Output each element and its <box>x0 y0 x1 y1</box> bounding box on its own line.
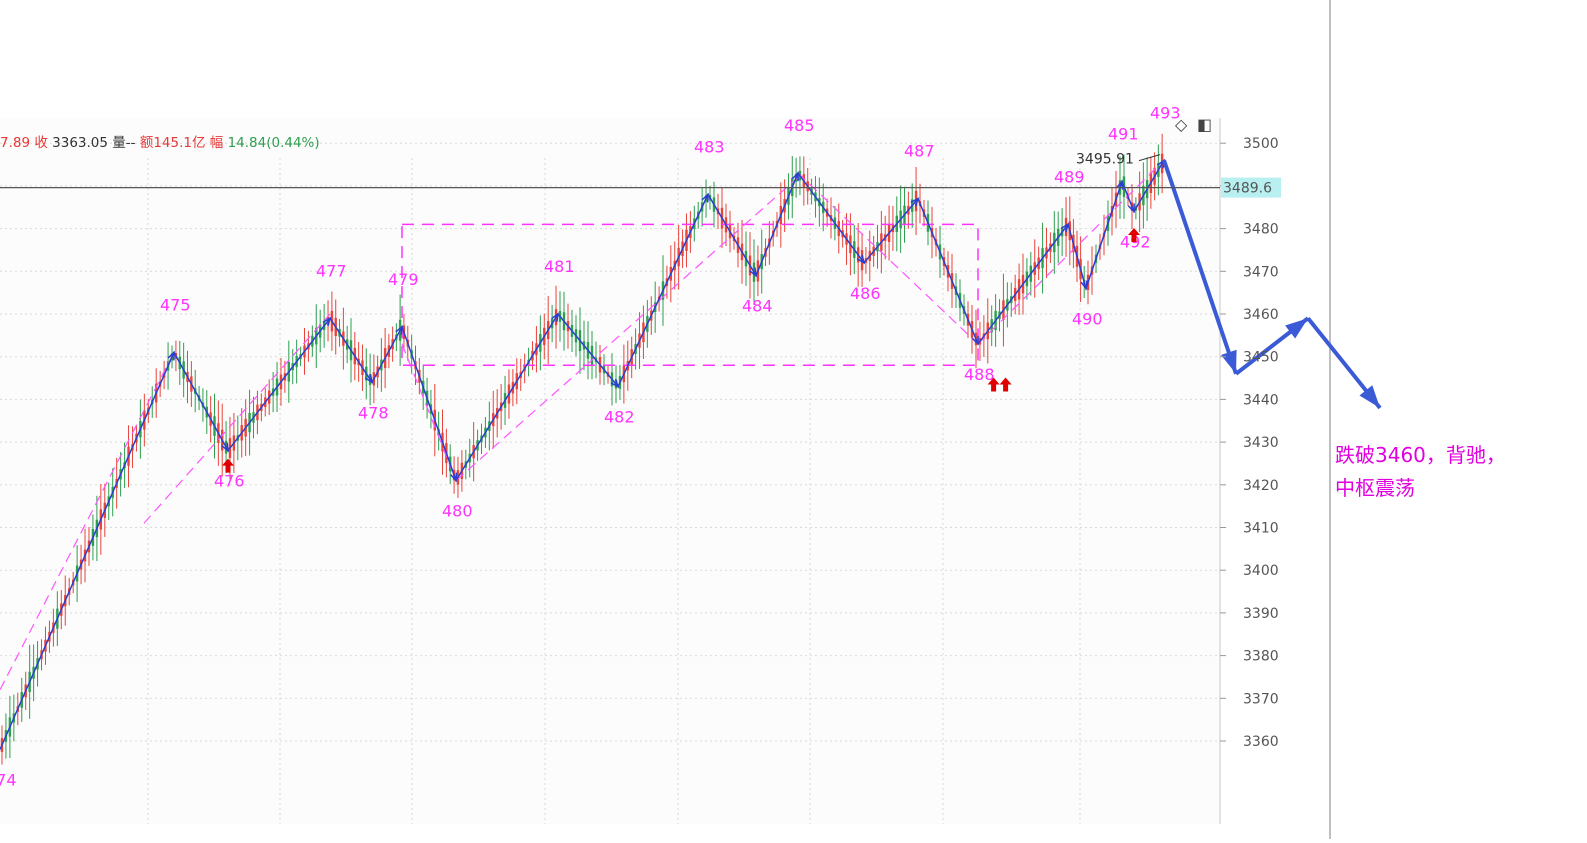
channel-line <box>797 172 979 345</box>
channel-line <box>401 343 457 481</box>
wave-label: 484 <box>742 297 773 316</box>
wave-arrowhead <box>1060 222 1070 233</box>
status-bar: 7.89 收 3363.05 量-- 额145.1亿 幅 14.84(0.44%… <box>0 135 320 151</box>
forecast-layer <box>1162 159 1382 410</box>
wave-label: 478 <box>358 403 389 422</box>
wave-arrowhead <box>364 374 374 384</box>
status-range-value: 14.84(0.44%) <box>228 135 320 151</box>
wave-label: 476 <box>214 472 245 491</box>
y-axis-area <box>1220 118 1282 824</box>
annotation-line-1: 跌破3460，背驰， <box>1335 443 1506 467</box>
grid-layer <box>0 142 1220 824</box>
wave-arrowhead <box>322 316 332 327</box>
wave-arrowhead <box>395 325 403 335</box>
current-price-label: 3489.6 <box>1223 181 1272 197</box>
diamond-icon[interactable]: ◇ <box>1175 115 1188 134</box>
wave-label-layer: 474 475 476 477 478 479 480 481 482 483 484 485 486 4… <box>0 103 1181 789</box>
wave-arrowhead <box>450 472 458 483</box>
wave-label: 489 <box>1054 167 1085 186</box>
y-tick-label: 3370 <box>1243 691 1279 707</box>
buy-signal-arrow <box>1128 228 1140 243</box>
status-range-label: 幅 <box>210 135 224 151</box>
wave-label: 486 <box>850 284 881 303</box>
forecast-segment <box>1162 159 1238 375</box>
wave-line-layer <box>0 158 1165 750</box>
y-tick-label: 3460 <box>1243 307 1279 323</box>
y-tick-label: 3400 <box>1243 563 1279 579</box>
annotation-line-2: 中枢震荡 <box>1335 476 1415 500</box>
y-tick-label: 3430 <box>1243 435 1279 451</box>
y-tick-label: 3390 <box>1243 606 1279 622</box>
wave-arrowhead <box>221 442 229 453</box>
status-close-value: 3363.05 <box>52 135 108 151</box>
y-axis-ticks: 3360 3370 3380 3390 3400 3410 3420 3430 3440 3450… <box>0 136 1281 750</box>
panel-toggle-icon[interactable]: ◧ <box>1197 115 1212 134</box>
plot-area <box>0 118 1220 824</box>
y-tick-label: 3420 <box>1243 478 1279 494</box>
wave-label: 479 <box>388 270 419 289</box>
wave-label: 487 <box>904 142 935 161</box>
wave-label: 490 <box>1072 309 1103 328</box>
y-tick-label: 3360 <box>1243 734 1279 750</box>
buy-signal-arrow <box>999 377 1012 392</box>
status-amount: 额145.1亿 <box>140 135 210 151</box>
forecast-arrowhead <box>1285 318 1308 339</box>
wave-arrowhead <box>167 350 175 361</box>
forecast-arrowhead <box>1359 385 1380 408</box>
wave-arrowhead <box>701 192 709 203</box>
high-marker-label: 3495.91 <box>1076 152 1134 168</box>
y-tick-label: 3380 <box>1243 649 1279 665</box>
high-marker-arrow <box>1138 154 1161 162</box>
wave-label: 488 <box>964 365 995 384</box>
wave-label: 475 <box>160 295 191 314</box>
buy-signal-arrow <box>987 377 1000 392</box>
wave-arrowhead <box>610 378 620 389</box>
y-tick-label: 3440 <box>1243 392 1279 408</box>
wave-label: 480 <box>442 502 473 521</box>
wave-arrowhead <box>551 312 560 323</box>
status-close-label: 收 <box>34 135 48 151</box>
wave-polyline <box>0 159 1165 750</box>
wave-arrowhead <box>856 254 866 265</box>
zhongshu-box-layer <box>401 223 979 366</box>
wave-label: 481 <box>544 257 575 276</box>
wave-arrowhead <box>749 267 757 278</box>
wave-label: 482 <box>604 408 635 427</box>
buy-signal-layer <box>222 228 1140 473</box>
y-tick-label: 3410 <box>1243 521 1279 537</box>
status-volume: 量-- <box>112 135 140 151</box>
wave-arrowhead <box>910 197 920 207</box>
channel-line <box>977 159 1165 345</box>
wave-label: 483 <box>694 137 725 156</box>
zhongshu-box <box>401 223 979 366</box>
forecast-arrowhead <box>1220 349 1237 374</box>
wave-label: 474 <box>0 771 17 790</box>
channel-line <box>143 313 331 524</box>
wave-arrowhead <box>971 335 979 346</box>
y-tick-label: 3500 <box>1243 136 1279 152</box>
status-prev-close-value: 7.89 <box>0 135 30 151</box>
buy-signal-arrow <box>222 458 234 473</box>
wave-label: 493 <box>1150 103 1181 122</box>
wave-arrowhead <box>1080 280 1088 291</box>
y-tick-label: 3470 <box>1243 264 1279 280</box>
wave-label: 485 <box>784 116 815 135</box>
wave-arrowhead <box>791 171 799 182</box>
channel-layer <box>0 159 1165 691</box>
y-tick-label: 3480 <box>1243 222 1279 238</box>
y-tick-label: 3450 <box>1243 350 1279 366</box>
wave-arrowhead <box>1127 203 1135 214</box>
wave-arrowhead <box>1116 179 1124 190</box>
current-price-badge <box>1221 177 1281 198</box>
wave-label: 477 <box>316 261 347 280</box>
wave-label: 491 <box>1108 125 1139 144</box>
channel-line <box>455 176 799 481</box>
